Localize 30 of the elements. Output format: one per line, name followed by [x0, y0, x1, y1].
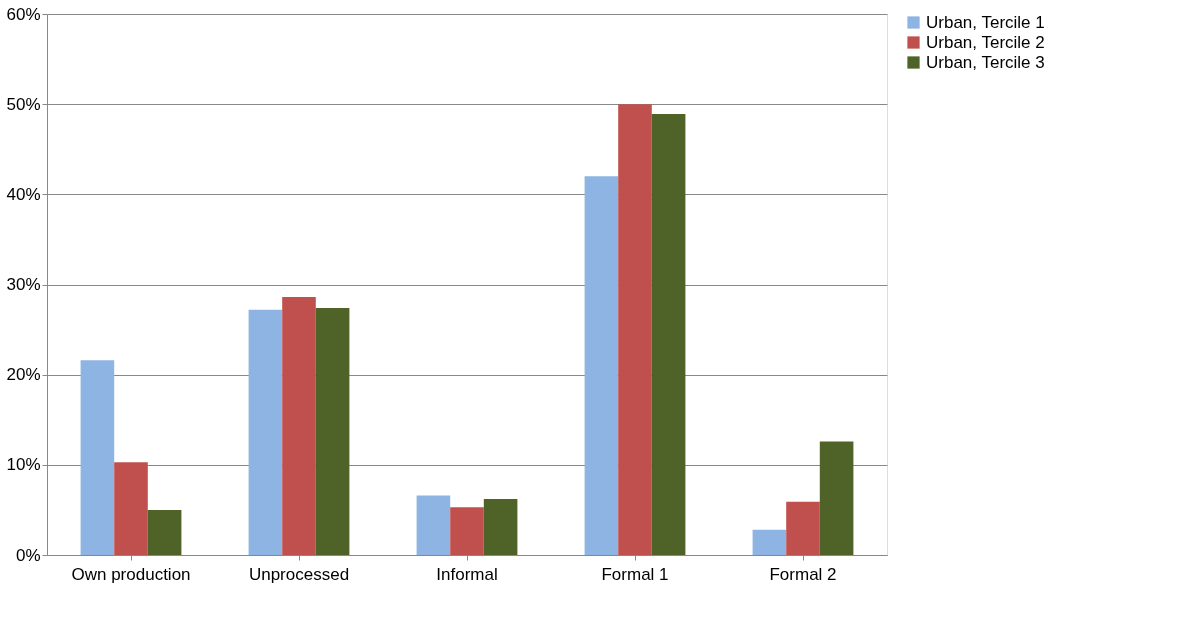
x-tick-label: Unprocessed [248, 564, 350, 584]
x-tick-label: Own production [71, 564, 191, 584]
y-tick-label: 30% [6, 275, 41, 294]
bar [584, 176, 619, 555]
x-tick-label: Formal 2 [769, 564, 837, 584]
bar [282, 297, 316, 555]
bar [752, 529, 787, 555]
x-tick-label: Formal 1 [601, 564, 669, 584]
y-tick-label: 40% [6, 184, 41, 204]
y-tick-label: 20% [6, 365, 41, 385]
bar [483, 499, 518, 555]
bar [786, 501, 820, 555]
y-tick-label: 60% [6, 4, 41, 24]
bar [618, 104, 652, 555]
y-tick-label: 50% [6, 94, 41, 114]
legend-label: Urban, Tercile 1 [926, 12, 1045, 32]
bar [248, 309, 283, 555]
legend-label: Urban, Tercile 3 [926, 52, 1045, 72]
legend-label: Urban, Tercile 2 [926, 32, 1045, 52]
x-tick-label: Informal [436, 564, 498, 584]
bar [819, 441, 854, 555]
bar [416, 495, 451, 555]
bar [315, 307, 350, 555]
y-tick-label: 10% [6, 455, 41, 475]
bar [651, 114, 686, 555]
bar [147, 509, 182, 555]
y-tick-label: 0% [15, 545, 41, 565]
bar [450, 507, 484, 555]
bar [114, 462, 148, 555]
bar [80, 360, 115, 555]
